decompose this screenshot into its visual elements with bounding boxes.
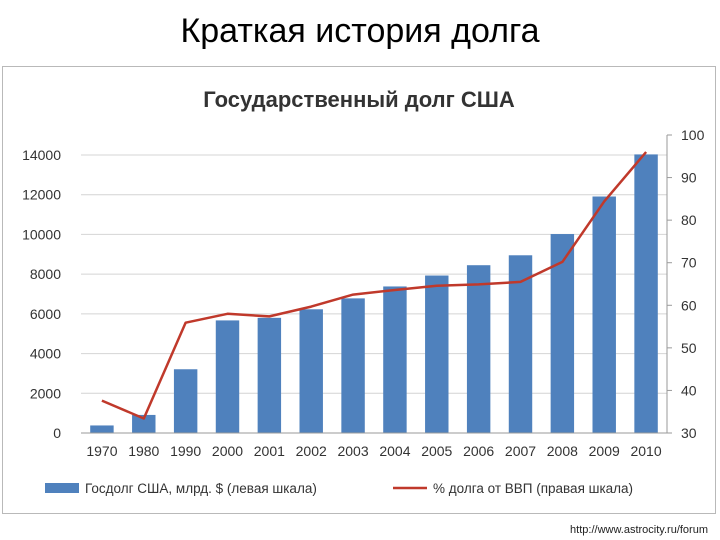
y-left-tick-label: 10000 bbox=[22, 226, 61, 242]
x-tick-label: 2008 bbox=[547, 443, 578, 459]
y-right-tick-label: 60 bbox=[681, 297, 697, 313]
bar bbox=[550, 234, 575, 433]
y-right-tick-label: 40 bbox=[681, 382, 697, 398]
legend-label-line: % долга от ВВП (правая шкала) bbox=[433, 481, 633, 496]
chart: Государственный долг США 0 2000 4000 6000 800… bbox=[22, 87, 705, 496]
x-tick-label: 2007 bbox=[505, 443, 536, 459]
bar bbox=[173, 369, 198, 433]
y-left-tick-label: 8000 bbox=[30, 266, 61, 282]
x-tick-label: 2002 bbox=[296, 443, 327, 459]
x-tick-label: 1970 bbox=[86, 443, 117, 459]
y-right-tick-label: 90 bbox=[681, 170, 697, 186]
y-right-tick-label: 50 bbox=[681, 340, 697, 356]
bar bbox=[299, 309, 323, 433]
chart-title: Государственный долг США bbox=[203, 87, 515, 112]
y-left-tick-label: 14000 bbox=[22, 147, 61, 163]
bar bbox=[90, 425, 114, 433]
line-series-gdp-percent bbox=[101, 151, 648, 420]
bar bbox=[257, 317, 282, 433]
bar bbox=[215, 320, 240, 433]
x-tick-label: 2009 bbox=[589, 443, 620, 459]
x-tick-label: 2010 bbox=[630, 443, 661, 459]
y-right-tick-label: 70 bbox=[681, 255, 697, 271]
y-left-tick-label: 4000 bbox=[30, 346, 61, 362]
y-right-tick-label: 100 bbox=[681, 127, 705, 143]
legend-label-bars: Госдолг США, млрд. $ (левая шкала) bbox=[85, 481, 317, 496]
y-left-tick-label: 0 bbox=[53, 425, 61, 441]
y-right-tick-label: 80 bbox=[681, 212, 697, 228]
bar bbox=[132, 414, 156, 433]
bar bbox=[425, 275, 449, 433]
x-tick-label: 1990 bbox=[170, 443, 201, 459]
x-tick-label: 2004 bbox=[379, 443, 410, 459]
bar bbox=[634, 154, 658, 433]
legend-swatch-bars bbox=[45, 483, 79, 493]
x-tick-label: 2001 bbox=[254, 443, 285, 459]
x-tick-label: 2006 bbox=[463, 443, 494, 459]
bar bbox=[508, 255, 533, 433]
chart-frame: Государственный долг США 0 2000 4000 6000 800… bbox=[2, 66, 716, 514]
source-link[interactable]: http://www.astrocity.ru/forum bbox=[570, 524, 708, 536]
bar bbox=[466, 265, 491, 433]
y-left-tick-label: 2000 bbox=[30, 385, 61, 401]
x-tick-label: 2003 bbox=[337, 443, 368, 459]
bar bbox=[341, 298, 365, 433]
x-tick-label: 1980 bbox=[128, 443, 159, 459]
slide-title: Краткая история долга bbox=[180, 12, 540, 50]
y-right-tick-label: 30 bbox=[681, 425, 697, 441]
x-tick-label: 2005 bbox=[421, 443, 452, 459]
bar bbox=[592, 196, 616, 433]
y-left-tick-label: 6000 bbox=[30, 306, 61, 322]
y-left-tick-label: 12000 bbox=[22, 187, 61, 203]
bar bbox=[383, 286, 407, 433]
x-tick-label: 2000 bbox=[212, 443, 243, 459]
